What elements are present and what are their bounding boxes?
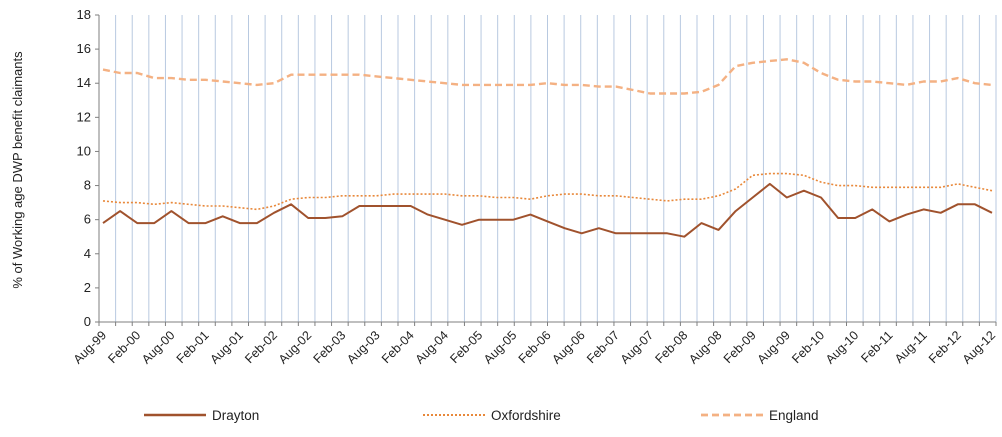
- x-tick-label: Feb-08: [652, 328, 690, 366]
- x-tick-label: Feb-06: [516, 328, 554, 366]
- y-axis-label: % of Working age DWP benefit claimants: [10, 51, 25, 289]
- x-tick-label: Feb-01: [174, 328, 212, 366]
- x-tick-label: Aug-02: [276, 328, 314, 366]
- axis-layer: 024681012141618Aug-99Feb-00Aug-00Feb-01A…: [71, 7, 998, 367]
- x-tick-label: Aug-05: [481, 328, 519, 366]
- x-tick-label: Feb-03: [311, 328, 349, 366]
- x-tick-label: Aug-06: [549, 328, 587, 366]
- x-tick-label: Aug-12: [960, 328, 998, 366]
- legend: Drayton Oxfordshire England: [144, 408, 819, 423]
- y-tick-label: 2: [84, 280, 91, 295]
- y-tick-label: 6: [84, 212, 91, 227]
- series-layer: [102, 58, 993, 238]
- x-tick-label: Aug-00: [139, 328, 177, 366]
- x-tick-label: Aug-10: [823, 328, 861, 366]
- x-tick-label: Feb-04: [379, 328, 417, 366]
- legend-label: Oxfordshire: [491, 408, 561, 423]
- y-tick-label: 4: [84, 246, 91, 261]
- y-tick-label: 8: [84, 178, 91, 193]
- y-tick-label: 0: [84, 314, 91, 329]
- series-line-oxfordshire: [102, 172, 993, 211]
- y-tick-label: 16: [77, 41, 91, 56]
- x-tick-label: Aug-03: [344, 328, 382, 366]
- x-tick-label: Aug-04: [413, 328, 451, 366]
- x-tick-label: Feb-10: [789, 328, 827, 366]
- x-tick-label: Feb-12: [926, 328, 964, 366]
- legend-label: England: [769, 408, 819, 423]
- x-tick-label: Feb-07: [584, 328, 622, 366]
- y-tick-label: 18: [77, 7, 91, 22]
- x-tick-label: Feb-05: [447, 328, 485, 366]
- x-tick-label: Feb-09: [721, 328, 759, 366]
- label-layer: % of Working age DWP benefit claimants: [10, 51, 25, 289]
- y-tick-label: 10: [77, 143, 91, 158]
- x-tick-label: Feb-11: [858, 328, 895, 365]
- series-line-england: [102, 58, 993, 95]
- y-tick-label: 14: [77, 75, 91, 90]
- x-tick-label: Aug-09: [755, 328, 793, 366]
- legend-label: Drayton: [212, 408, 259, 423]
- x-tick-label: Aug-11: [892, 328, 930, 366]
- x-tick-label: Feb-00: [105, 328, 143, 366]
- x-tick-label: Aug-08: [686, 328, 724, 366]
- x-tick-label: Aug-07: [618, 328, 656, 366]
- x-tick-label: Aug-01: [207, 328, 245, 366]
- series-line-drayton: [102, 182, 993, 238]
- grid-layer: [115, 15, 997, 322]
- y-tick-label: 12: [77, 109, 91, 124]
- x-tick-label: Feb-02: [242, 328, 280, 366]
- x-tick-label: Aug-99: [71, 328, 109, 366]
